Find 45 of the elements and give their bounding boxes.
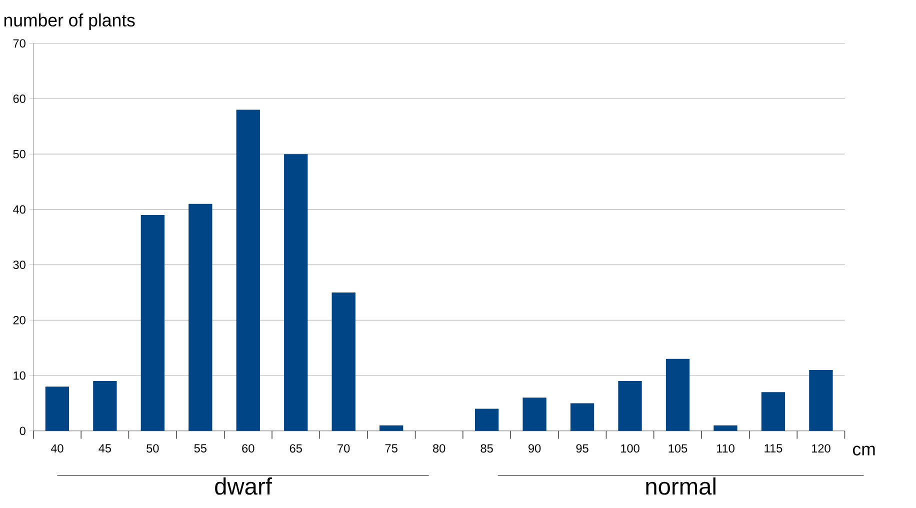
text: dwarf: [215, 478, 272, 495]
y-axis-title: number of plants: [4, 14, 135, 30]
bar: [570, 403, 594, 431]
x-tick-label: 45: [98, 444, 112, 453]
x-tick-label: 50: [146, 444, 159, 453]
bar: [236, 110, 260, 431]
y-tick-label: 50: [13, 150, 26, 158]
bar: [618, 381, 642, 431]
x-tick-label: 60: [242, 444, 254, 453]
bar: [45, 386, 70, 431]
x-tick-label: 85: [480, 444, 493, 453]
y-tick-label: 10: [14, 371, 26, 380]
x-tick-label: 95: [576, 444, 588, 453]
x-tick-label: 40: [50, 444, 64, 453]
y-tick-label: 20: [13, 316, 26, 324]
bar: [809, 370, 833, 431]
bar: [714, 425, 738, 431]
y-tick-label: 0: [20, 426, 26, 436]
y-tick-label: 40: [13, 205, 26, 214]
y-tick-label: 60: [13, 94, 26, 104]
bar: [666, 359, 690, 431]
x-tick-label: 105: [668, 444, 688, 453]
text: normal: [646, 478, 716, 495]
y-tick-label: 30: [13, 260, 26, 270]
bar: [522, 398, 546, 431]
x-tick-label: 55: [194, 444, 206, 453]
y-tick-label: 70: [13, 39, 26, 48]
bar: [474, 408, 499, 431]
x-tick-label: 120: [812, 444, 830, 453]
x-tick-label: 75: [385, 444, 398, 453]
x-tick-label: 115: [764, 444, 782, 453]
x-tick-label: 70: [338, 444, 350, 453]
bar: [761, 392, 786, 431]
bar: [188, 204, 212, 431]
x-tick-label: 80: [433, 444, 446, 453]
x-tick-label: 90: [528, 444, 541, 453]
x-tick-label: 110: [716, 444, 734, 453]
bar: [284, 154, 308, 431]
bar: [93, 381, 117, 431]
x-axis-title: cm: [852, 446, 875, 456]
bar: [380, 425, 404, 431]
x-tick-label: 65: [290, 444, 302, 453]
bar: [140, 215, 164, 431]
x-tick-label: 100: [621, 444, 640, 453]
bar: [332, 292, 356, 431]
